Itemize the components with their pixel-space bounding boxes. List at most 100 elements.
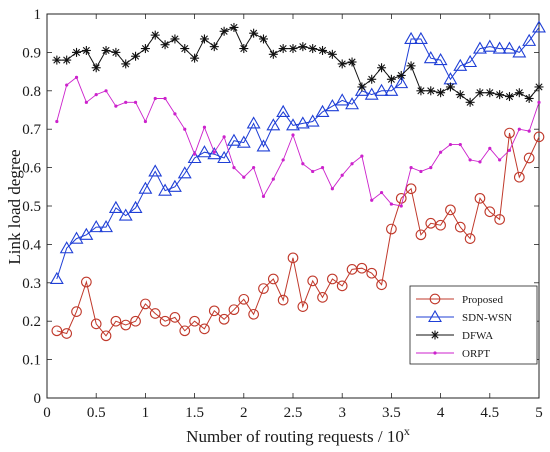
data-point bbox=[445, 82, 455, 92]
star-marker-stroke bbox=[161, 41, 169, 49]
series-dfwa bbox=[52, 22, 544, 107]
data-point bbox=[523, 152, 535, 164]
data-point bbox=[429, 166, 433, 170]
data-point bbox=[276, 104, 291, 117]
data-point bbox=[71, 306, 82, 317]
data-point bbox=[101, 45, 111, 55]
x-axis-title-exponent: x bbox=[404, 424, 410, 438]
data-point bbox=[140, 44, 150, 54]
y-tick-label: 0.1 bbox=[22, 353, 41, 369]
data-point bbox=[159, 315, 171, 327]
star-marker-stroke bbox=[299, 43, 307, 51]
star-marker-stroke bbox=[476, 89, 484, 97]
star-marker-stroke bbox=[181, 44, 189, 53]
data-point bbox=[502, 41, 517, 54]
data-point bbox=[232, 166, 236, 170]
data-point bbox=[484, 206, 496, 218]
data-point bbox=[463, 54, 478, 68]
data-point bbox=[258, 34, 268, 44]
data-point bbox=[153, 96, 157, 101]
star-marker-stroke bbox=[358, 83, 366, 91]
star-marker-stroke bbox=[112, 48, 120, 56]
data-point bbox=[364, 87, 379, 100]
star-marker-stroke bbox=[220, 27, 228, 35]
data-point bbox=[291, 133, 295, 137]
star-marker-stroke bbox=[466, 98, 474, 106]
star-marker-stroke bbox=[141, 44, 149, 53]
data-point bbox=[376, 279, 387, 291]
data-point bbox=[464, 233, 476, 244]
star-marker-stroke bbox=[82, 46, 90, 55]
data-point bbox=[256, 139, 271, 152]
data-point bbox=[199, 34, 209, 44]
data-point bbox=[163, 96, 167, 101]
data-point bbox=[74, 75, 79, 79]
data-point bbox=[179, 325, 191, 337]
y-tick-label: 0.2 bbox=[22, 314, 41, 330]
data-point bbox=[140, 298, 151, 310]
data-point bbox=[277, 294, 289, 306]
data-point bbox=[281, 158, 285, 162]
data-point bbox=[130, 315, 141, 327]
data-point bbox=[286, 118, 300, 131]
data-point bbox=[514, 88, 524, 98]
data-point bbox=[357, 82, 367, 92]
data-point bbox=[278, 44, 288, 54]
data-point bbox=[308, 44, 318, 54]
data-point bbox=[360, 154, 364, 158]
data-point bbox=[409, 166, 413, 170]
data-point bbox=[207, 147, 222, 160]
data-point bbox=[517, 127, 521, 131]
data-point bbox=[209, 42, 219, 52]
data-point bbox=[94, 93, 98, 97]
data-point bbox=[261, 194, 266, 198]
data-point bbox=[118, 208, 133, 221]
data-point bbox=[415, 229, 427, 241]
data-point bbox=[114, 104, 118, 108]
data-point bbox=[335, 93, 350, 106]
data-point bbox=[193, 152, 197, 156]
data-point bbox=[143, 119, 147, 124]
data-point bbox=[386, 74, 396, 84]
data-point bbox=[436, 88, 446, 98]
data-point bbox=[183, 127, 187, 131]
star-marker-stroke bbox=[122, 60, 130, 68]
star-marker-stroke bbox=[102, 46, 110, 55]
data-point bbox=[533, 131, 545, 143]
legend-label: SDN-WSN bbox=[462, 312, 512, 324]
data-point bbox=[495, 90, 505, 100]
data-point bbox=[404, 31, 419, 45]
legend-marker bbox=[428, 309, 442, 323]
data-point bbox=[217, 150, 232, 164]
x-tick-label: 4.5 bbox=[480, 405, 499, 421]
data-point bbox=[399, 204, 403, 208]
data-point bbox=[99, 220, 113, 233]
data-point bbox=[504, 92, 514, 102]
legend-marker bbox=[430, 330, 440, 340]
data-point bbox=[89, 220, 104, 233]
data-point bbox=[482, 39, 497, 52]
star-marker-stroke bbox=[171, 35, 179, 43]
data-point bbox=[288, 44, 298, 54]
x-tick-label: 2.5 bbox=[284, 405, 303, 421]
legend-item: DFWA bbox=[416, 330, 493, 342]
data-point bbox=[320, 166, 325, 170]
data-point bbox=[386, 223, 397, 235]
data-point bbox=[492, 41, 507, 54]
data-point bbox=[267, 273, 279, 285]
star-marker-stroke bbox=[53, 56, 61, 64]
y-axis-title: Link load degree bbox=[5, 149, 24, 264]
x-tick-label: 3 bbox=[338, 405, 346, 421]
star-marker-stroke bbox=[505, 92, 514, 101]
data-point bbox=[227, 133, 241, 146]
data-point bbox=[295, 116, 310, 129]
data-point bbox=[100, 330, 112, 342]
data-point bbox=[208, 305, 220, 317]
data-point bbox=[108, 200, 123, 213]
star-marker-stroke bbox=[151, 31, 159, 39]
data-point bbox=[131, 51, 141, 61]
data-point bbox=[377, 63, 387, 73]
star-marker-stroke bbox=[309, 44, 317, 53]
star-marker-stroke bbox=[496, 91, 504, 99]
